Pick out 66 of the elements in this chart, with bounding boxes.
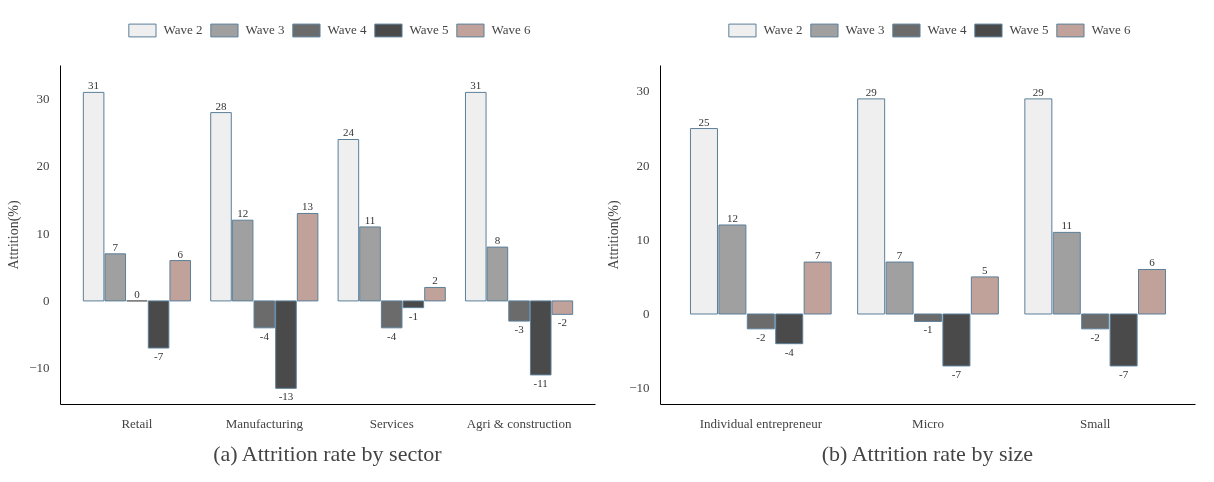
legend-label: Wave 6 [1091, 22, 1131, 38]
x-tick-label: Services [369, 415, 414, 431]
text: (a) Attrition rate by sector [213, 440, 443, 466]
data-label: 25 [698, 115, 710, 128]
data-label: 2 [432, 274, 438, 287]
data-label: 13 [302, 200, 314, 213]
y-tick-label: 20 [36, 158, 50, 174]
data-label: 12 [237, 207, 249, 220]
data-label: 5 [982, 263, 989, 276]
legend-label: Wave 2 [163, 22, 203, 38]
legend-label: Wave 3 [845, 22, 885, 38]
data-label: 7 [896, 249, 903, 262]
text: (b) Attrition rate by size [821, 440, 1034, 466]
data-label: 29 [865, 85, 878, 98]
data-label: -2 [756, 330, 766, 343]
data-label: 29 [1032, 85, 1045, 98]
data-label: -4 [784, 345, 795, 358]
data-label: -7 [951, 367, 962, 380]
x-tick-label: Small [1080, 415, 1111, 431]
data-label: -4 [387, 329, 397, 342]
y-tick-label: 20 [636, 157, 650, 173]
data-label: -11 [533, 376, 548, 389]
data-label: 7 [814, 249, 821, 262]
legend-label: Wave 3 [245, 22, 285, 38]
data-label: 6 [177, 247, 184, 260]
data-label: 7 [112, 240, 119, 253]
legend-label: Wave 5 [409, 22, 449, 38]
legend-label: Wave 5 [1009, 22, 1049, 38]
legend-label: Wave 6 [491, 22, 531, 38]
legend-label: Wave 2 [763, 22, 803, 38]
data-label: -4 [259, 329, 270, 342]
data-label: 11 [364, 213, 376, 226]
data-label: 12 [726, 211, 738, 224]
data-label: -2 [557, 316, 567, 329]
data-label: 31 [88, 79, 100, 92]
data-label: -1 [923, 323, 933, 336]
data-label: 11 [1061, 219, 1073, 232]
x-tick-label: Retail [121, 415, 153, 431]
legend-label: Wave 4 [927, 22, 967, 38]
y-tick-label: 30 [36, 91, 50, 107]
data-label: 6 [1149, 256, 1156, 269]
data-label: -7 [154, 350, 164, 362]
y-tick-label: 0 [643, 306, 650, 321]
legend-label: Wave 4 [327, 22, 367, 38]
y-tick-label: −10 [29, 360, 50, 376]
data-label: -13 [278, 390, 294, 403]
data-label: 31 [470, 79, 482, 92]
y-axis-title: Attrition(%) [6, 200, 23, 270]
data-label: 0 [134, 287, 141, 300]
data-label: -2 [1090, 330, 1100, 343]
y-tick-label: 30 [636, 83, 650, 99]
y-axis-title: Attrition(%) [606, 200, 623, 270]
data-label: -3 [514, 323, 525, 336]
data-label: -7 [1119, 367, 1129, 380]
x-tick-label: Agri & construction [466, 415, 572, 431]
data-label: 28 [215, 99, 227, 112]
x-tick-label: Manufacturing [225, 415, 304, 431]
x-tick-label: Micro [912, 415, 944, 431]
data-label: 8 [494, 234, 501, 247]
y-tick-label: 10 [636, 231, 650, 247]
y-tick-label: −10 [629, 380, 650, 396]
x-tick-label: Individual entrepreneur [699, 415, 823, 431]
y-tick-label: 0 [43, 292, 50, 308]
data-label: 24 [342, 126, 355, 139]
y-tick-label: 10 [36, 225, 50, 241]
data-label: -1 [408, 309, 418, 322]
